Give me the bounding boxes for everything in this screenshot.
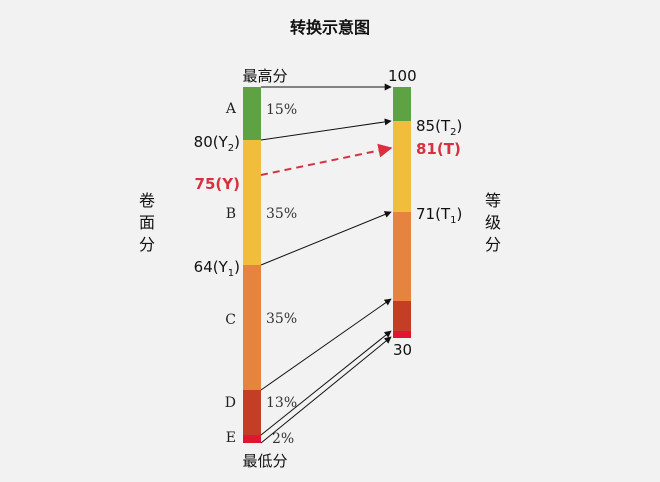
arrow-c-to-d	[260, 298, 392, 391]
grade-segment-a	[393, 87, 411, 121]
right-axis-char: 级	[485, 213, 501, 232]
left-axis-label: 卷 面 分	[139, 191, 155, 254]
raw-segment-a	[243, 87, 261, 140]
grade-segment-c	[393, 212, 411, 301]
right-axis-char: 等	[485, 191, 501, 210]
left-axis-char: 卷	[139, 191, 155, 210]
raw-score-y2-label: 80(Y2)	[194, 133, 240, 154]
grade-score-t-label: 81(T)	[416, 140, 461, 158]
grade-score-column	[393, 87, 411, 338]
max-score-label: 最高分	[242, 67, 287, 85]
left-axis-char: 面	[139, 213, 155, 232]
grade-letters: A B C D E	[225, 101, 237, 446]
mapping-arrows	[260, 83, 393, 444]
raw-score-y1-label: 64(Y1)	[194, 258, 240, 279]
raw-score-column	[243, 87, 261, 443]
grade-letter-c: C	[225, 312, 236, 328]
grade-letter-d: D	[225, 395, 236, 411]
grade-percent-a: 15%	[266, 102, 297, 118]
grade-segment-e	[393, 331, 411, 338]
grade-percent-c: 35%	[266, 311, 297, 327]
arrow-y1-to-t1	[260, 211, 392, 266]
grade-percent-b: 35%	[266, 206, 297, 222]
grade-letter-e: E	[226, 430, 236, 446]
right-axis-char: 分	[485, 235, 501, 254]
grade-score-t1-label: 71(T1)	[416, 205, 462, 226]
raw-segment-b	[243, 140, 261, 265]
raw-segment-d	[243, 390, 261, 435]
min-score-label: 最低分	[242, 452, 287, 470]
grade-letter-a: A	[225, 101, 237, 117]
grade-percent-e: 2%	[272, 431, 294, 447]
grade-score-bottom-label: 30	[393, 341, 412, 359]
grade-score-t2-label: 85(T2)	[416, 117, 462, 138]
grade-segment-d	[393, 301, 411, 331]
grade-score-top-label: 100	[388, 67, 417, 85]
right-axis-label: 等 级 分	[485, 191, 501, 254]
arrow-e-to-min	[260, 336, 392, 444]
diagram-title: 转换示意图	[290, 18, 370, 37]
grade-percent-d: 13%	[266, 395, 297, 411]
arrow-y2-to-t2	[260, 118, 392, 141]
raw-score-y-label: 75(Y)	[195, 175, 240, 193]
grade-percents: 15% 35% 35% 13% 2%	[266, 102, 297, 447]
grade-segment-b	[393, 121, 411, 212]
grade-letter-b: B	[226, 206, 236, 222]
raw-segment-c	[243, 265, 261, 390]
arrow-y-to-t	[260, 143, 393, 176]
raw-segment-e	[243, 435, 261, 443]
arrow-d-to-e	[260, 330, 392, 436]
left-axis-char: 分	[139, 235, 155, 254]
